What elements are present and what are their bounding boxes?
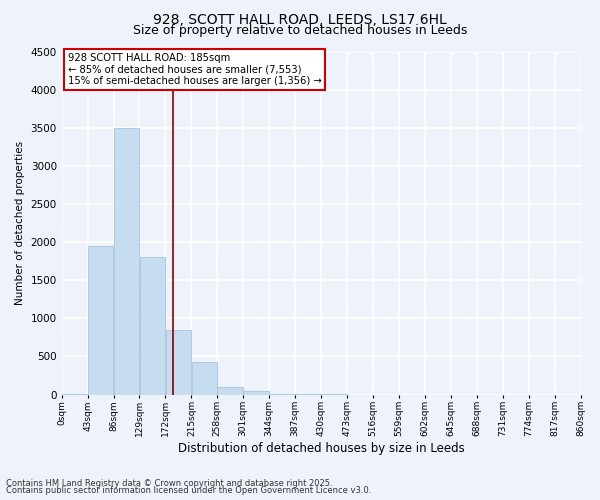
Bar: [191, 362, 217, 394]
Text: 928, SCOTT HALL ROAD, LEEDS, LS17 6HL: 928, SCOTT HALL ROAD, LEEDS, LS17 6HL: [153, 12, 447, 26]
X-axis label: Distribution of detached houses by size in Leeds: Distribution of detached houses by size …: [178, 442, 464, 455]
Bar: [88, 246, 113, 394]
Text: Size of property relative to detached houses in Leeds: Size of property relative to detached ho…: [133, 24, 467, 37]
Bar: [244, 391, 269, 394]
Bar: [114, 128, 139, 394]
Text: 928 SCOTT HALL ROAD: 185sqm
← 85% of detached houses are smaller (7,553)
15% of : 928 SCOTT HALL ROAD: 185sqm ← 85% of det…: [68, 53, 322, 86]
Bar: [217, 387, 243, 394]
Text: Contains HM Land Registry data © Crown copyright and database right 2025.: Contains HM Land Registry data © Crown c…: [6, 478, 332, 488]
Bar: [140, 258, 165, 394]
Y-axis label: Number of detached properties: Number of detached properties: [15, 141, 25, 305]
Bar: [166, 330, 191, 394]
Text: Contains public sector information licensed under the Open Government Licence v3: Contains public sector information licen…: [6, 486, 371, 495]
